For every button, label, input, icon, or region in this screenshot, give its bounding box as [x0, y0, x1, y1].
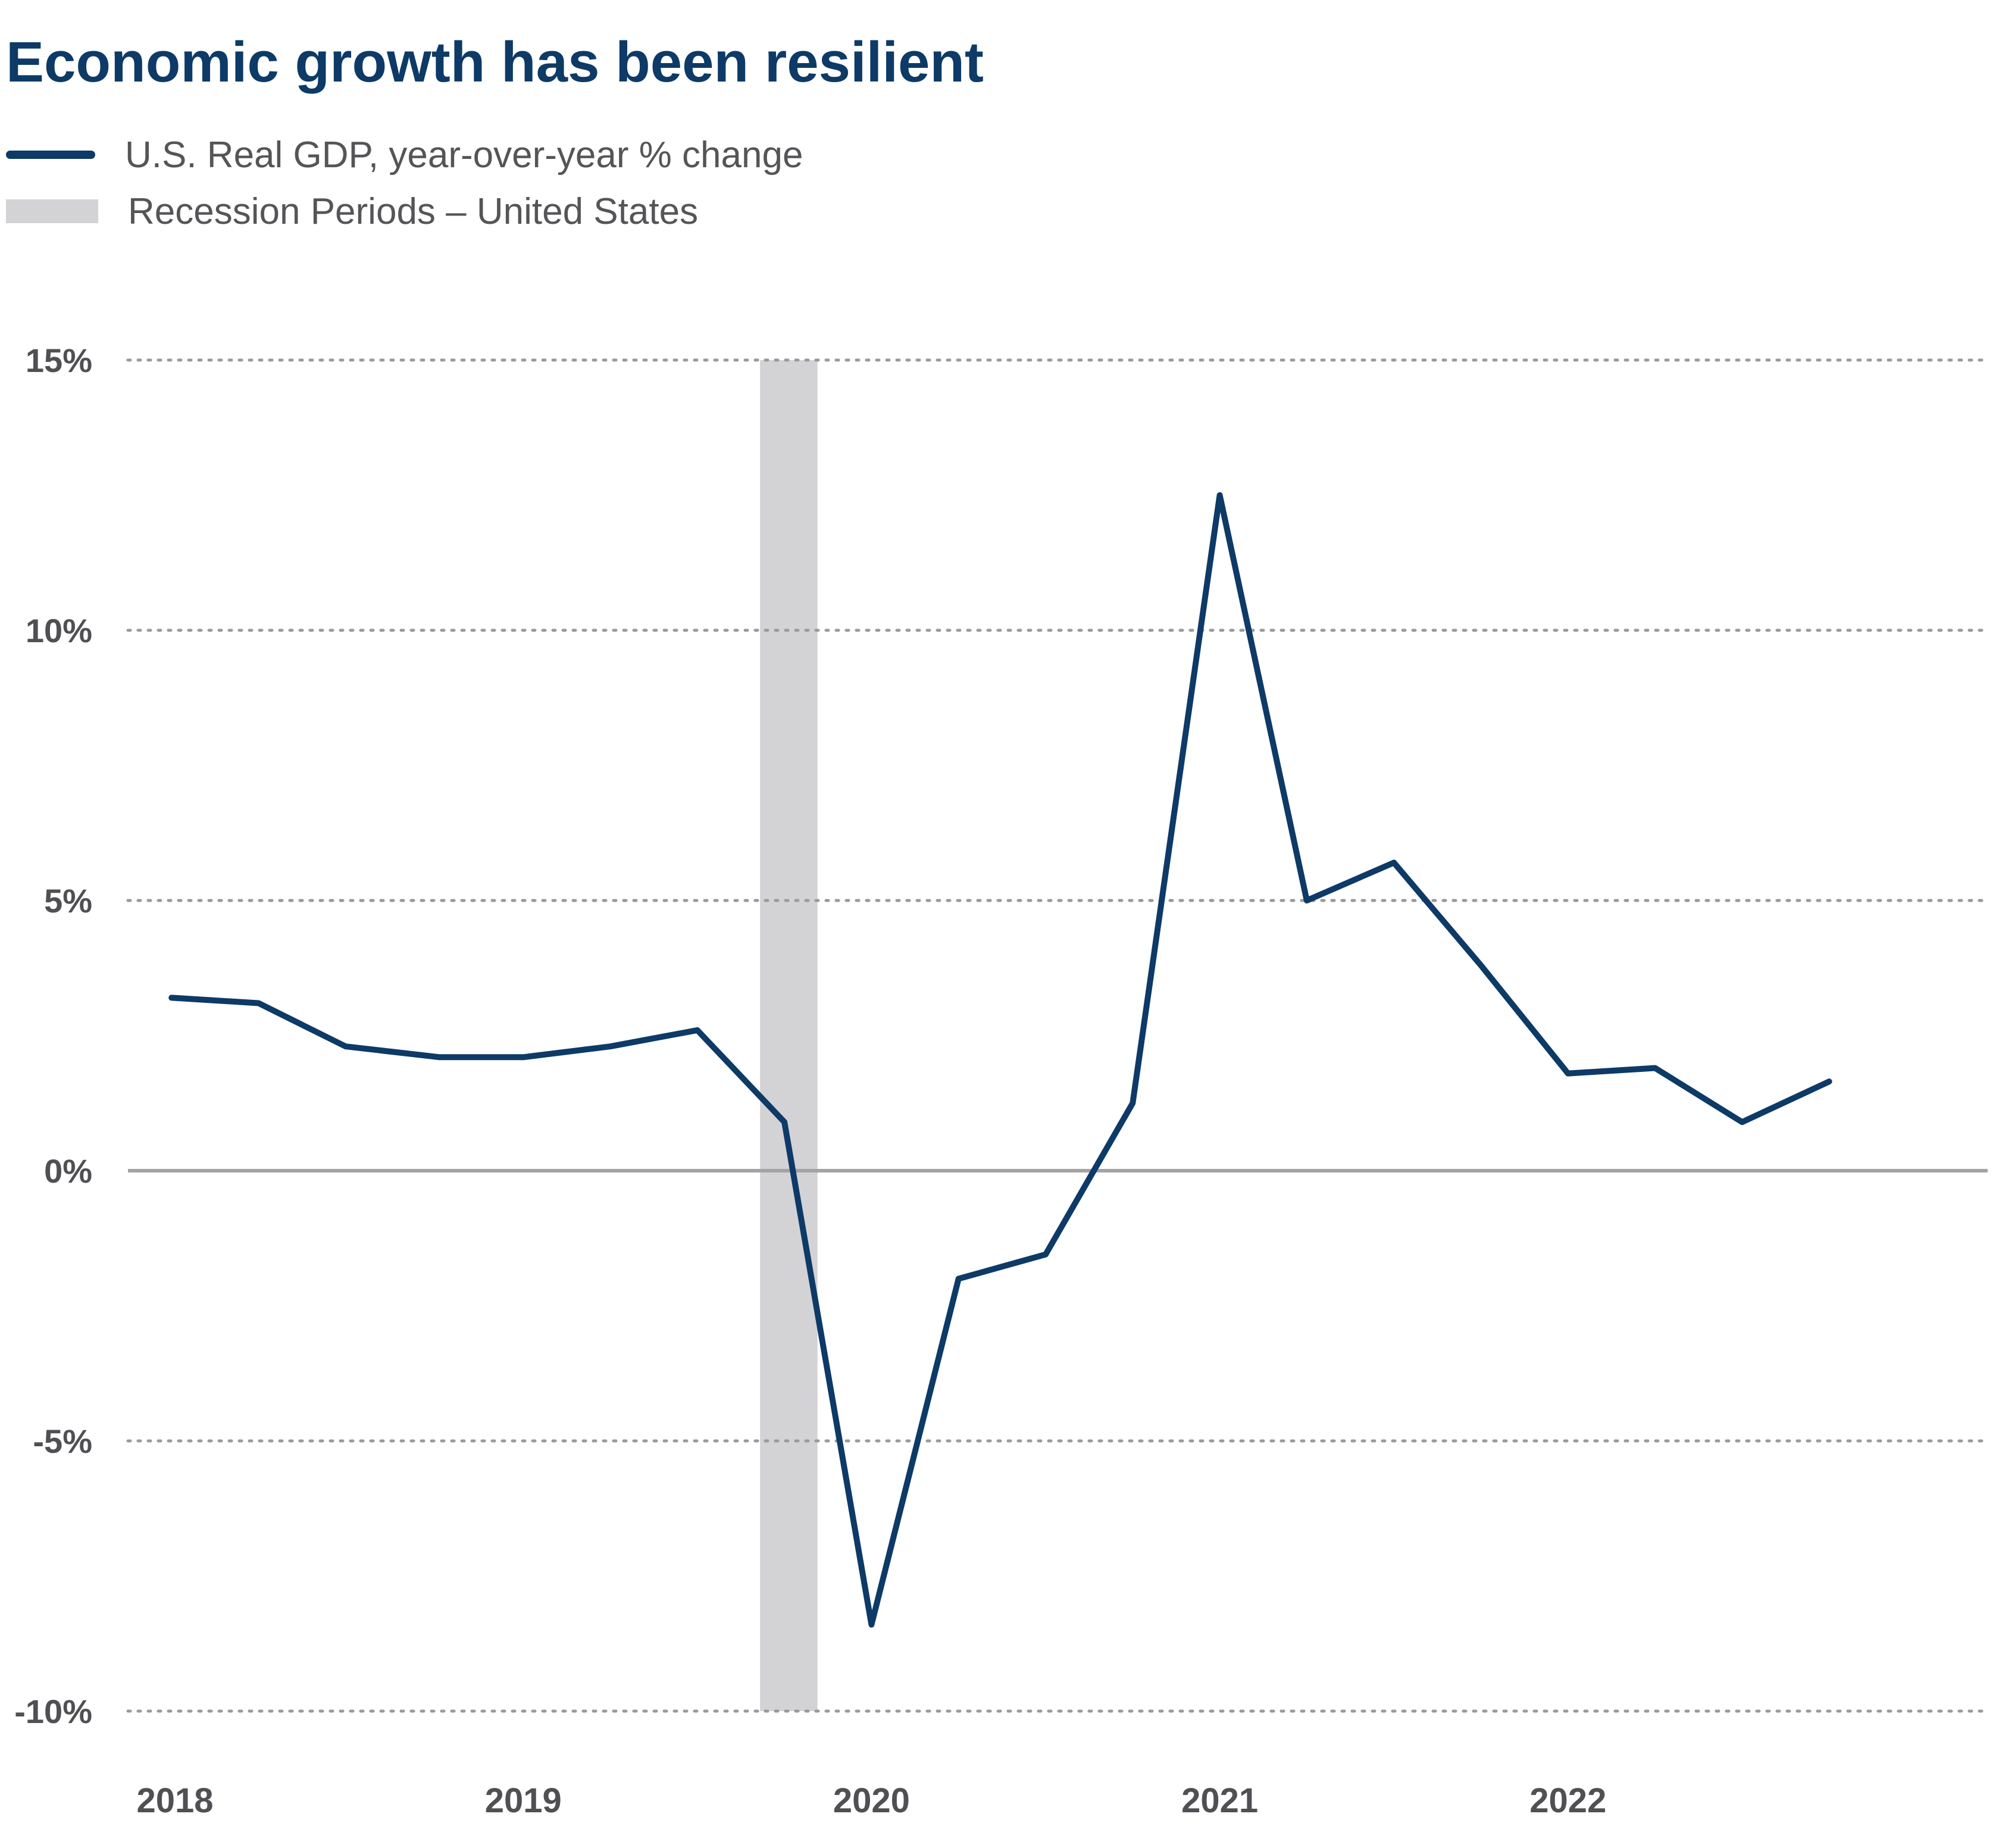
legend-label-recession: Recession Periods – United States	[128, 190, 699, 232]
x-tick-label: 2018	[136, 1781, 213, 1820]
y-tick-label: -5%	[33, 1422, 92, 1460]
y-tick-label: 0%	[44, 1152, 92, 1190]
gdp-series-line	[168, 492, 1832, 1628]
x-tick-label: 2020	[833, 1781, 910, 1820]
y-tick-label: -10%	[14, 1693, 92, 1730]
legend-item-recession: Recession Periods – United States	[6, 191, 698, 232]
legend-label-gdp: U.S. Real GDP, year-over-year % change	[125, 134, 803, 176]
y-tick-label: 5%	[44, 882, 92, 920]
x-tick-label: 2021	[1181, 1781, 1258, 1820]
legend-item-gdp: U.S. Real GDP, year-over-year % change	[6, 134, 803, 176]
y-tick-label: 15%	[26, 342, 92, 379]
y-tick-label: 10%	[26, 612, 92, 649]
legend-line-swatch	[6, 151, 95, 159]
x-tick-label: 2019	[485, 1781, 562, 1820]
recession-band	[760, 360, 818, 1711]
x-tick-label: 2022	[1529, 1781, 1606, 1820]
chart-title: Economic growth has been resilient	[6, 30, 984, 94]
legend-band-swatch	[6, 199, 98, 223]
